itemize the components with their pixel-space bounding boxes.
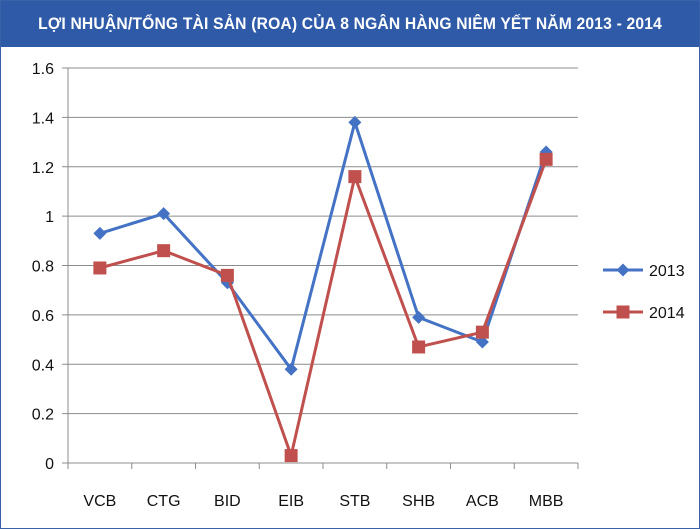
x-tick-label-ctg: CTG (147, 493, 181, 510)
data-point-2014-acb (475, 325, 489, 339)
x-tick-label-acb: ACB (466, 493, 499, 510)
y-tick-label: 0.6 (32, 308, 54, 325)
legend-label-2013: 2013 (649, 263, 685, 280)
data-point-2013-ctg (157, 207, 171, 221)
data-point-2014-bid (220, 268, 234, 282)
data-point-2013-stb (348, 115, 362, 129)
y-tick-label: 0.8 (32, 259, 54, 276)
legend-label-2014: 2014 (649, 305, 685, 322)
chart-title: LỢI NHUẬN/TỔNG TÀI SẢN (ROA) CỦA 8 NGÂN … (38, 14, 662, 33)
title-bar: LỢI NHUẬN/TỔNG TÀI SẢN (ROA) CỦA 8 NGÂN … (1, 1, 699, 47)
data-point-2014-stb (348, 170, 362, 184)
y-tick-label: 1.4 (32, 110, 54, 127)
data-point-2014-ctg (157, 244, 171, 258)
axes (62, 67, 579, 469)
y-tick-labels: 0 0.2 0.4 0.6 0.8 1 1.2 1.4 1.6 (32, 61, 54, 473)
legend: 2013 2014 (603, 263, 685, 322)
x-tick-label-vcb: VCB (83, 493, 116, 510)
data-point-2014-eib (284, 449, 298, 463)
x-tick-label-stb: STB (339, 493, 370, 510)
legend-item-2014: 2014 (603, 305, 685, 322)
data-point-2014-vcb (93, 261, 107, 275)
x-tick-label-bid: BID (214, 493, 241, 510)
y-tick-label: 0 (45, 456, 54, 473)
series-line-2013 (99, 120, 548, 371)
x-tick-label-shb: SHB (402, 493, 435, 510)
data-point-2014-mbb (539, 152, 553, 166)
y-tick-label: 0.2 (32, 407, 54, 424)
x-tick-label-mbb: MBB (529, 493, 564, 510)
data-point-2014-shb (412, 340, 426, 354)
series-line-2014 (99, 158, 548, 458)
series-group (93, 115, 553, 463)
y-tick-label: 1.2 (32, 160, 54, 177)
data-point-2013-acb (475, 335, 489, 349)
y-tick-label: 1.6 (32, 61, 54, 78)
data-point-2013-vcb (93, 226, 107, 240)
series-2014 (93, 152, 553, 463)
data-point-2013-shb (412, 310, 426, 324)
data-point-2013-eib (284, 362, 298, 376)
x-tick-labels: VCB CTG BID EIB STB SHB ACB MBB (83, 493, 563, 510)
legend-item-2013: 2013 (603, 263, 685, 280)
y-tick-label: 1 (45, 209, 54, 226)
x-tick-label-eib: EIB (278, 493, 304, 510)
series-2013 (93, 115, 553, 376)
y-tick-label: 0.4 (32, 357, 54, 374)
legend-marker-2014 (616, 305, 630, 319)
legend-marker-2013 (616, 263, 630, 277)
